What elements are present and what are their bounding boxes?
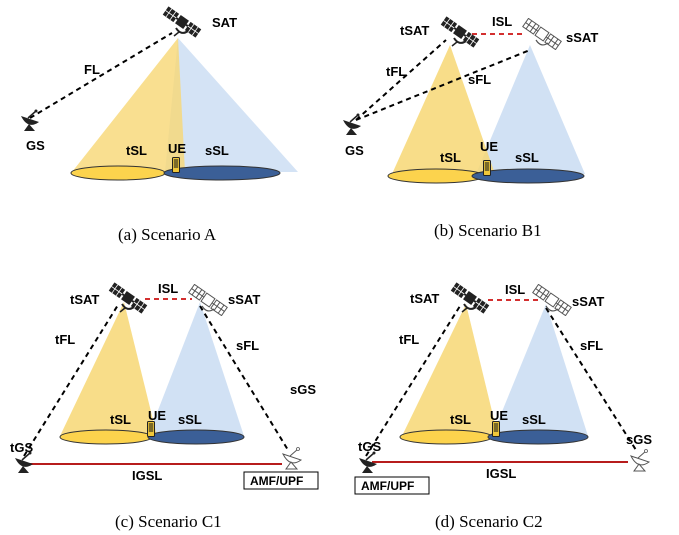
ue-label: UE	[490, 408, 508, 423]
amf-upf-label: AMF/UPF	[361, 479, 414, 493]
ssl-label: sSL	[205, 143, 229, 158]
target-footprint	[70, 165, 166, 181]
isl-label: ISL	[158, 281, 178, 296]
sfl-label: sFL	[236, 338, 259, 353]
caption-c1: (c) Scenario C1	[115, 512, 222, 531]
tsat-label: tSAT	[400, 23, 429, 38]
target-satellite-icon	[439, 16, 481, 48]
source-satellite-icon	[532, 284, 572, 316]
feeder-link	[29, 32, 173, 119]
target-beam	[392, 45, 495, 174]
target-beam	[60, 302, 157, 436]
amf-upf-box	[354, 476, 430, 495]
tsl-label: tSL	[450, 412, 471, 427]
isl-label: ISL	[505, 282, 525, 297]
satellite-icon	[161, 6, 203, 38]
sgs-label: sGS	[290, 382, 316, 397]
caption-c2: (d) Scenario C2	[435, 512, 543, 531]
caption-b1: (b) Scenario B1	[434, 221, 542, 240]
isl-label: ISL	[492, 14, 512, 29]
source-beam	[148, 302, 244, 436]
fl-label: FL	[84, 62, 100, 77]
target-satellite-icon	[449, 282, 491, 314]
sat-label: SAT	[212, 15, 237, 30]
amf-upf-label: AMF/UPF	[250, 474, 303, 488]
source-footprint	[471, 168, 585, 184]
panel-scenario-a: SAT FL GS tSL UE sSL (a) Scenario A	[20, 6, 298, 244]
source-beam	[476, 45, 585, 174]
igsl-label: IGSL	[486, 466, 516, 481]
panel-scenario-b1: tSAT ISL sSAT tFL sFL GS tSL UE sSL (b) …	[342, 14, 598, 240]
ssat-label: sSAT	[572, 294, 604, 309]
source-beam	[492, 304, 588, 436]
source-beam	[165, 38, 298, 172]
source-footprint	[147, 429, 245, 445]
tfl-label: tFL	[386, 64, 406, 79]
target-footprint	[59, 429, 153, 445]
ssl-label: sSL	[515, 150, 539, 165]
target-footprint	[399, 429, 493, 445]
tgs-label: tGS	[358, 439, 381, 454]
target-beam	[72, 38, 185, 172]
ssat-label: sSAT	[228, 292, 260, 307]
tgs-label: tGS	[10, 440, 33, 455]
source-feeder-link	[545, 307, 637, 451]
ue-phone-icon	[483, 160, 491, 176]
sgs-label: sGS	[626, 432, 652, 447]
target-footprint	[387, 168, 485, 184]
igsl-label: IGSL	[132, 468, 162, 483]
source-footprint	[163, 165, 281, 181]
target-feeder-link	[365, 305, 461, 457]
ssl-label: sSL	[522, 412, 546, 427]
target-feeder-link	[23, 304, 119, 457]
ue-label: UE	[168, 141, 186, 156]
ssl-label: sSL	[178, 412, 202, 427]
source-ground-station-icon	[282, 447, 302, 470]
tsl-label: tSL	[110, 412, 131, 427]
source-ground-station-icon	[630, 449, 650, 472]
source-footprint	[487, 429, 589, 445]
amf-upf-box	[243, 471, 319, 490]
panel-scenario-c2: tSAT ISL sSAT tFL sFL sGS tGS tSL UE sSL…	[354, 282, 652, 531]
source-feeder-link	[199, 305, 289, 451]
ue-label: UE	[480, 139, 498, 154]
gs-label: GS	[26, 138, 45, 153]
sfl-label: sFL	[580, 338, 603, 353]
ground-station-icon	[20, 108, 40, 132]
ue-phone-icon	[172, 157, 180, 173]
source-satellite-icon	[188, 284, 228, 316]
target-beam	[402, 304, 498, 436]
tsat-label: tSAT	[70, 292, 99, 307]
caption-a: (a) Scenario A	[118, 225, 217, 244]
source-feeder-link	[355, 49, 531, 121]
tsl-label: tSL	[440, 150, 461, 165]
source-satellite-icon	[522, 18, 562, 50]
panel-scenario-c1: tSAT ISL sSAT tFL sFL sGS tGS tSL UE sSL…	[10, 281, 319, 531]
tfl-label: tFL	[399, 332, 419, 347]
sfl-label: sFL	[468, 72, 491, 87]
tsl-label: tSL	[126, 143, 147, 158]
ue-phone-icon	[492, 421, 500, 437]
ue-label: UE	[148, 408, 166, 423]
ssat-label: sSAT	[566, 30, 598, 45]
tsat-label: tSAT	[410, 291, 439, 306]
gs-label: GS	[345, 143, 364, 158]
ue-phone-icon	[147, 421, 155, 437]
target-feeder-link	[355, 39, 447, 121]
tfl-label: tFL	[55, 332, 75, 347]
